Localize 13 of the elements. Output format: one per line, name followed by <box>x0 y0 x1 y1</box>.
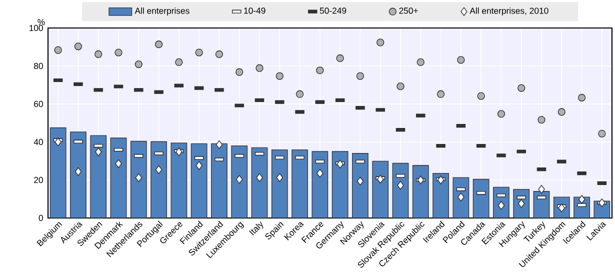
legend-label: 250+ <box>399 8 418 14</box>
y-tick-label: 0 <box>38 214 43 222</box>
x-tick-label: Italy <box>249 221 264 236</box>
legend-label: All enterprises <box>134 7 190 16</box>
legend-label: 10-49 <box>244 8 266 14</box>
y-tick-label: 40 <box>34 138 43 146</box>
y-tick-label: 100 <box>30 24 43 32</box>
legend-label: All enterprises, 2010 <box>470 7 548 16</box>
y-tick-label: 80 <box>34 62 43 70</box>
legend-label: 50-249 <box>320 8 346 14</box>
y-tick-label: 20 <box>34 176 43 184</box>
y-axis-title: % <box>38 19 45 26</box>
y-tick-label: 60 <box>34 100 43 108</box>
